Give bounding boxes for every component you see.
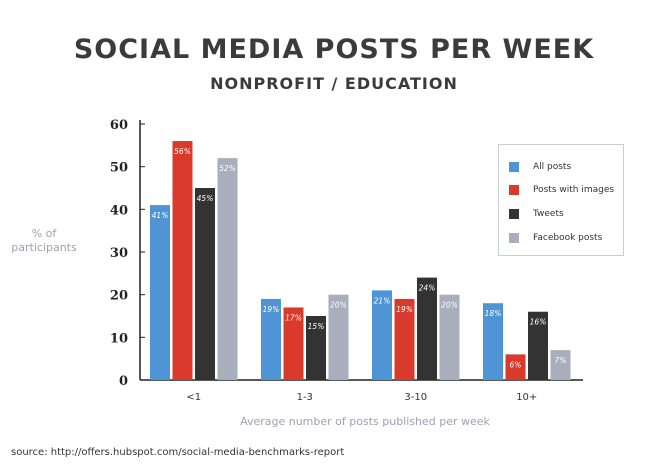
legend-item: Posts with images — [509, 183, 614, 197]
bar-value-label: 56% — [174, 147, 191, 156]
bar — [528, 311, 548, 380]
bar-value-label: 19% — [396, 305, 413, 314]
chart-subtitle: NONPROFIT / EDUCATION — [210, 74, 458, 93]
bar — [283, 307, 304, 380]
legend-label: All posts — [533, 162, 572, 172]
bar-value-label: 18% — [485, 309, 502, 318]
x-axis-label: Average number of posts published per we… — [240, 415, 490, 428]
x-tick-label: <1 — [186, 392, 201, 403]
bar-value-label: 19% — [263, 305, 280, 314]
y-axis-label: % of participants — [11, 227, 77, 254]
bar-value-label: 16% — [530, 318, 547, 327]
y-tick-label: 10 — [110, 331, 128, 346]
bar-value-label: 6% — [510, 360, 522, 369]
y-tick-label: 20 — [110, 289, 128, 304]
bar-value-label: 20% — [441, 301, 458, 310]
legend-item: Facebook posts — [509, 231, 602, 245]
bar — [217, 158, 238, 380]
bar-value-label: 7% — [555, 356, 567, 365]
legend-swatch — [509, 185, 519, 195]
bar — [372, 290, 392, 380]
legend-swatch — [509, 162, 519, 172]
bar — [261, 298, 281, 380]
legend-label: Tweets — [533, 209, 564, 219]
bar — [439, 294, 460, 380]
bar-value-label: 15% — [308, 322, 325, 331]
bar-value-label: 17% — [285, 313, 302, 322]
bar-value-label: 45% — [197, 194, 214, 203]
legend-label: Posts with images — [533, 185, 615, 195]
bar — [417, 277, 437, 380]
bar — [483, 303, 503, 380]
bar-value-label: 24% — [419, 284, 436, 293]
y-tick-label: 40 — [110, 203, 128, 218]
bar — [195, 188, 215, 380]
y-tick-label: 50 — [110, 161, 128, 176]
legend-swatch — [509, 233, 519, 243]
x-tick-label: 1-3 — [297, 392, 313, 403]
legend-item: All posts — [509, 160, 571, 174]
x-tick-label: 3-10 — [404, 392, 427, 403]
legend-label: Facebook posts — [533, 233, 603, 243]
chart-title: SOCIAL MEDIA POSTS PER WEEK — [73, 34, 595, 65]
bar — [172, 141, 193, 380]
bar-value-label: 41% — [152, 211, 169, 220]
y-tick-label: 30 — [110, 246, 128, 261]
source-note: source: http://offers.hubspot.com/social… — [11, 447, 345, 458]
legend-item: Tweets — [509, 207, 564, 221]
bar-value-label: 20% — [330, 301, 347, 310]
bar-value-label: 52% — [219, 164, 236, 173]
y-tick-label: 0 — [119, 374, 128, 389]
bar — [394, 298, 415, 380]
bar — [550, 350, 571, 380]
bar — [150, 205, 170, 380]
bar — [328, 294, 349, 380]
chart-legend: All posts Posts with images Tweets Facebook… — [498, 144, 624, 256]
y-tick-label: 60 — [110, 118, 128, 133]
bar-value-label: 21% — [374, 296, 391, 305]
x-tick-label: 10+ — [516, 392, 537, 403]
legend-swatch — [509, 209, 519, 219]
bar — [505, 354, 526, 380]
bar — [306, 316, 326, 380]
